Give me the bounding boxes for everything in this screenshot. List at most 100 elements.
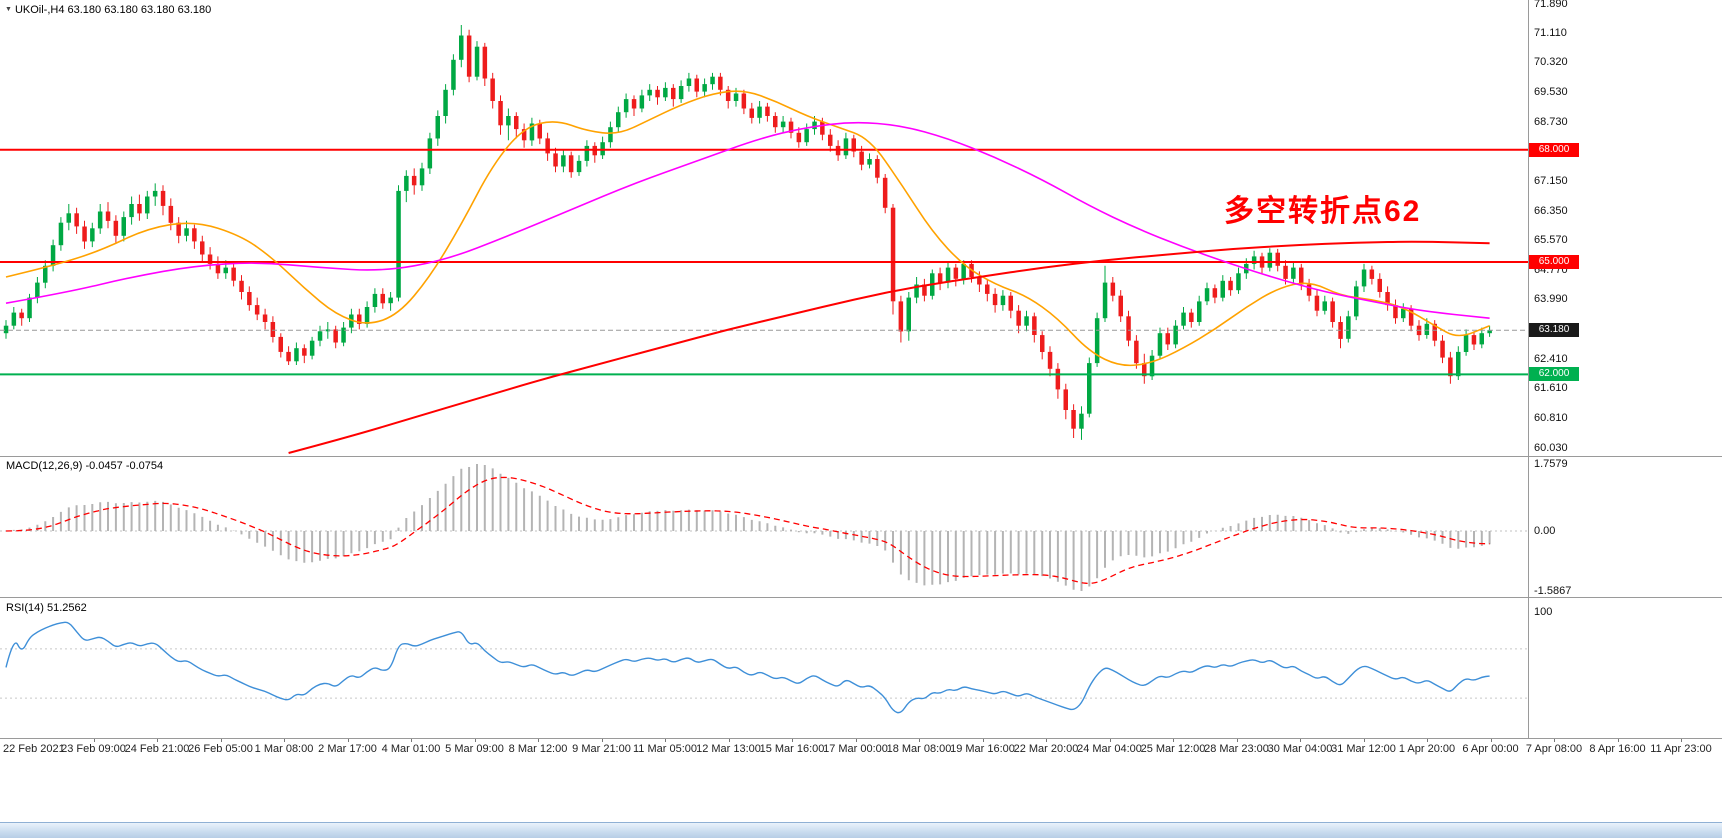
bear-candle	[1299, 267, 1304, 285]
bull-candle	[1346, 316, 1351, 339]
bear-candle	[568, 155, 574, 173]
bear-candle	[278, 336, 283, 352]
price-axis-label: 70.320	[1534, 56, 1568, 69]
chart-canvas[interactable]	[0, 0, 1722, 760]
time-axis-tick	[157, 739, 158, 742]
date-label: 11 Apr 23:00	[1650, 743, 1712, 755]
bear-candle	[1385, 292, 1390, 306]
bull-candle	[576, 160, 582, 173]
time-axis-tick	[919, 739, 920, 742]
bull-candle	[1149, 355, 1155, 377]
bear-candle	[922, 284, 927, 296]
time-axis-tick	[474, 739, 476, 742]
bear-candle	[1016, 310, 1021, 326]
bull-candle	[945, 267, 951, 283]
date-label: 12 Mar 13:00	[696, 743, 761, 755]
time-axis[interactable]: 22 Feb 2021 23 Feb 09:00 24 Feb 21:00 26 Fe…	[0, 739, 1722, 757]
bear-candle	[1071, 410, 1076, 429]
bear-candle	[553, 153, 558, 167]
time-axis-tick	[855, 739, 857, 742]
bear-candle	[82, 226, 87, 242]
price-axis-label: 61.610	[1534, 382, 1568, 395]
bull-candle	[1197, 301, 1202, 322]
date-label: 23 Feb 09:00	[61, 743, 126, 755]
date-label: 8 Mar 12:00	[508, 743, 568, 755]
date-label: 6 Apr 00:00	[1462, 743, 1519, 755]
rsi-pane[interactable]	[0, 621, 1528, 714]
bear-candle	[671, 87, 676, 100]
bear-candle	[1314, 295, 1320, 311]
bull-candle	[1456, 351, 1461, 377]
bear-candle	[898, 301, 904, 332]
bear-candle	[937, 273, 943, 283]
ma-slow-red	[288, 240, 1490, 454]
bull-candle	[561, 155, 566, 167]
bull-candle	[616, 112, 621, 128]
bear-candle	[1142, 363, 1147, 377]
bull-candle	[152, 190, 158, 197]
bear-candle	[788, 121, 794, 133]
main-chart-pane[interactable]	[0, 25, 1528, 454]
bull-candle	[961, 263, 966, 279]
bear-candle	[545, 138, 550, 154]
bull-candle	[1251, 256, 1257, 264]
bull-candle	[388, 297, 393, 304]
date-label: 17 Mar 00:00	[823, 743, 888, 755]
candlestick-series	[3, 25, 1492, 440]
macd-pane[interactable]	[0, 464, 1528, 591]
bear-candle	[1008, 295, 1013, 311]
price-badge-62.000: 62.000	[1529, 367, 1579, 382]
price-badge-68.000: 68.000	[1529, 142, 1579, 157]
bull-candle	[608, 127, 613, 143]
bear-candle	[176, 222, 181, 236]
bull-candle	[1220, 280, 1225, 298]
time-axis-tick	[1236, 739, 1238, 742]
date-label: 22 Mar 20:00	[1013, 743, 1079, 755]
date-label: 7 Apr 08:00	[1525, 743, 1583, 755]
bear-candle	[262, 314, 268, 322]
bull-candle	[1024, 316, 1029, 326]
macd-histogram	[12, 464, 1491, 591]
bull-candle	[451, 59, 456, 90]
price-axis-label: 65.570	[1534, 234, 1568, 247]
date-label: 9 Mar 21:00	[572, 743, 631, 755]
time-axis-tick	[1554, 739, 1555, 742]
bear-candle	[977, 277, 982, 285]
bear-candle	[207, 254, 213, 264]
bear-candle	[741, 93, 747, 109]
date-label: 4 Mar 01:00	[381, 743, 441, 755]
bear-candle	[631, 99, 637, 109]
triangle-down-icon: ▼	[5, 6, 12, 13]
time-axis-tick	[93, 739, 95, 742]
bull-candle	[867, 159, 872, 165]
bull-candle	[1463, 335, 1469, 352]
bull-candle	[1361, 269, 1367, 287]
bear-candle	[859, 151, 864, 165]
time-axis-tick	[601, 739, 603, 742]
bear-candle	[1408, 308, 1414, 326]
time-axis-tick	[1427, 739, 1428, 742]
bull-candle	[317, 331, 323, 341]
time-axis-tick	[1173, 739, 1174, 742]
time-axis-tick	[982, 739, 984, 742]
date-label: 19 Mar 16:00	[950, 743, 1015, 755]
date-label: 24 Feb 21:00	[124, 743, 190, 755]
bull-candle	[1354, 286, 1359, 317]
bull-candle	[906, 297, 911, 332]
bull-candle	[1157, 333, 1163, 356]
bull-candle	[427, 138, 433, 169]
bull-candle	[686, 78, 692, 86]
bull-candle	[1102, 282, 1108, 319]
bull-candle	[349, 314, 354, 328]
bull-candle	[914, 284, 919, 298]
macd-axis-label: 0.00	[1534, 524, 1556, 537]
price-axis-label: 71.110	[1534, 26, 1567, 39]
bull-candle	[623, 99, 629, 113]
bull-candle	[364, 307, 370, 324]
time-axis-tick	[411, 739, 412, 742]
bull-candle	[35, 282, 40, 298]
price-axis[interactable]: 71.890 71.110 70.320 69.530 68.730 67.150 66.3…	[1528, 0, 1722, 757]
bear-candle	[773, 116, 778, 128]
bull-candle	[812, 121, 817, 130]
